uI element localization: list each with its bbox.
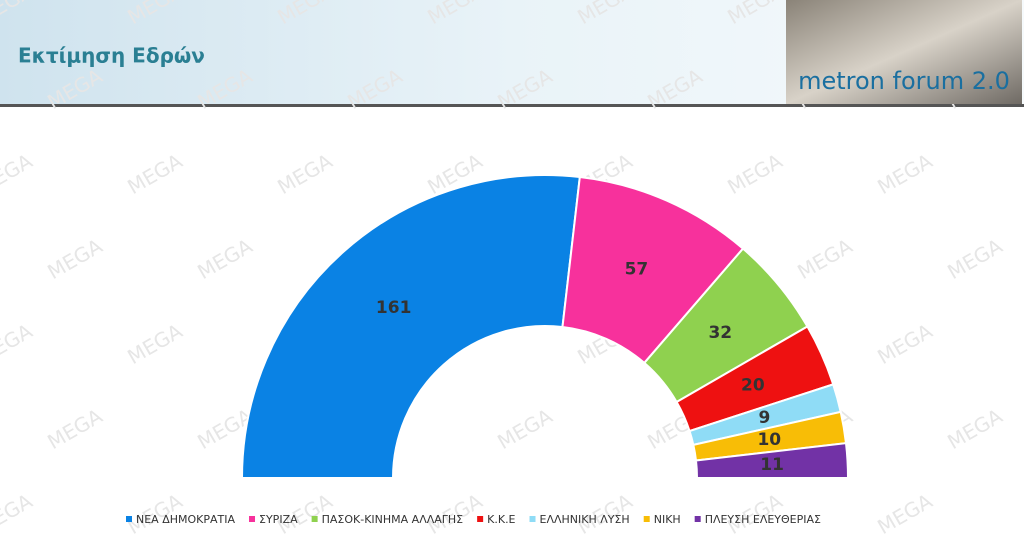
legend-label: ΠΑΣΟΚ-ΚΙΝΗΜΑ ΑΛΛΑΓΗΣ	[322, 513, 464, 526]
watermark: MEGA	[43, 404, 106, 454]
legend-swatch	[694, 516, 701, 522]
watermark: MEGA	[43, 234, 106, 284]
watermark: MEGA	[723, 149, 786, 199]
legend-label: Κ.Κ.Ε	[487, 513, 515, 526]
legend-swatch	[311, 516, 318, 522]
legend-swatch	[477, 516, 484, 522]
page-title: Εκτίμηση Εδρών	[18, 44, 205, 68]
legend-swatch	[643, 516, 650, 522]
legend-swatch	[529, 516, 536, 522]
legend-label: ΣΥΡΙΖΑ	[259, 513, 298, 526]
watermark: MEGA	[873, 489, 936, 539]
logo-image	[786, 0, 1022, 104]
watermark: MEGA	[0, 149, 37, 199]
legend-swatch	[126, 516, 132, 522]
watermark: MEGA	[943, 404, 1006, 454]
data-label: 32	[708, 323, 732, 343]
legend-label: ΝΙΚΗ	[654, 513, 681, 526]
watermark: MEGA	[943, 234, 1006, 284]
chart: 161 57 32 20 910 11 ΝΕΑ ΔΗΜΟΚΡΑΤΙΑ ΣΥΡΙΖΑ ΠΑΣΟΚ-…	[126, 174, 850, 526]
data-label: 9	[759, 408, 771, 428]
data-label: 161	[376, 298, 412, 318]
watermark: MEGA	[193, 234, 256, 284]
data-label: 10	[757, 430, 781, 450]
watermark: MEGA	[123, 149, 186, 199]
watermark: MEGA	[0, 319, 37, 369]
data-label: 20	[741, 375, 765, 395]
watermark: MEGA	[493, 404, 556, 454]
watermark: MEGA	[793, 234, 856, 284]
data-label: 11	[760, 455, 784, 475]
header-rule	[0, 104, 1024, 107]
legend-label: ΠΛΕΥΣΗ ΕΛΕΥΘΕΡΙΑΣ	[705, 513, 821, 526]
watermark: MEGA	[873, 149, 936, 199]
donut-segment	[240, 174, 581, 479]
legend-label: ΕΛΛΗΝΙΚΗ ΛΥΣΗ	[540, 513, 630, 526]
logo-text: metron forum 2.0	[798, 67, 1010, 95]
watermark: MEGA	[0, 489, 37, 539]
legend-swatch	[249, 516, 256, 522]
watermark: MEGA	[873, 319, 936, 369]
data-label: 57	[625, 260, 649, 280]
watermark: MEGA	[273, 149, 336, 199]
watermark: MEGA	[123, 319, 186, 369]
legend-label: ΝΕΑ ΔΗΜΟΚΡΑΤΙΑ	[136, 513, 235, 526]
donut-segment	[694, 442, 850, 479]
